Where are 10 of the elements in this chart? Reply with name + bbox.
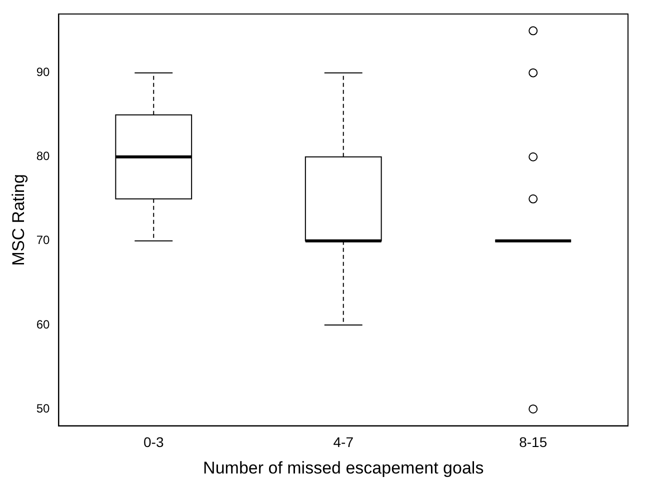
y-tick-label: 50 xyxy=(36,401,50,416)
y-tick-label: 70 xyxy=(36,233,50,248)
x-tick-label: 0-3 xyxy=(144,434,164,450)
y-tick-label: 80 xyxy=(36,149,50,164)
y-tick-label: 90 xyxy=(36,65,50,80)
y-tick-label: 60 xyxy=(36,317,50,332)
x-tick-label: 4-7 xyxy=(333,434,354,450)
x-axis-title: Number of missed escapement goals xyxy=(203,458,484,478)
x-tick-label: 8-15 xyxy=(519,434,548,450)
y-axis-title: MSC Rating xyxy=(8,174,28,266)
